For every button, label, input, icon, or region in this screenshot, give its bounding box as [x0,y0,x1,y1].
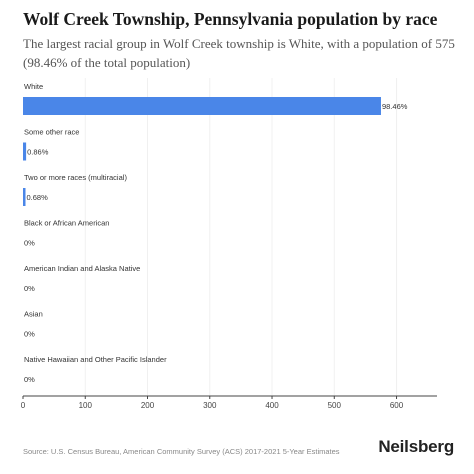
brand-logo: Neilsberg [378,437,454,456]
data-label: 0.86% [27,148,49,157]
x-tick-label: 400 [265,401,279,410]
chart-subtitle: The largest racial group in Wolf Creek t… [23,36,455,70]
data-label: 0.68% [27,193,49,202]
data-label: 98.46% [382,102,408,111]
x-tick-label: 0 [21,401,26,410]
data-label: 0% [24,239,35,248]
bar [23,97,381,115]
x-tick-label: 500 [328,401,342,410]
source-note: Source: U.S. Census Bureau, American Com… [23,447,340,456]
data-label: 0% [24,284,35,293]
chart-title: Wolf Creek Township, Pennsylvania popula… [23,9,438,29]
x-tick-label: 300 [203,401,217,410]
data-label: 0% [24,375,35,384]
category-label: Black or African American [24,219,109,228]
category-label: Two or more races (multiracial) [24,173,127,182]
bar [23,142,27,161]
category-label: American Indian and Alaska Native [24,264,140,273]
category-label: Native Hawaiian and Other Pacific Island… [24,355,167,364]
x-tick-label: 600 [390,401,404,410]
x-tick-label: 200 [141,401,155,410]
category-label: Some other race [24,128,79,137]
category-label: White [24,82,43,91]
x-tick-label: 100 [79,401,93,410]
bar [23,188,26,206]
data-label: 0% [24,330,35,339]
category-label: Asian [24,310,43,319]
